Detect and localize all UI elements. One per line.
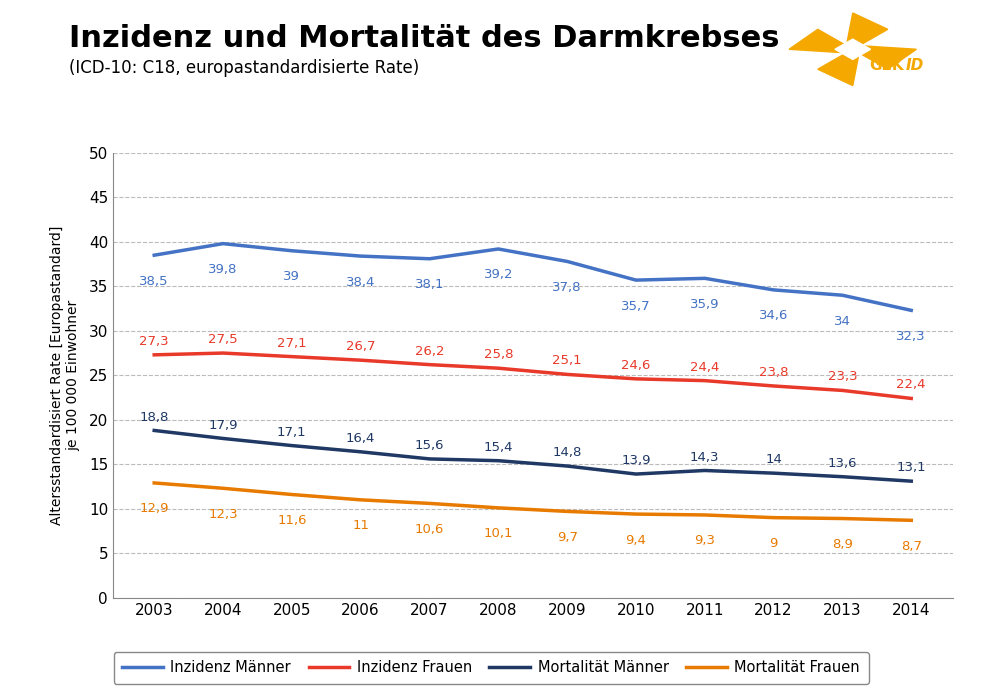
Text: 12,9: 12,9 (139, 502, 169, 516)
Polygon shape (818, 49, 859, 85)
Text: 9: 9 (770, 537, 778, 550)
Text: 10,6: 10,6 (414, 523, 444, 536)
Text: 27,1: 27,1 (277, 336, 306, 350)
Polygon shape (846, 13, 888, 49)
Text: 11: 11 (353, 519, 369, 532)
Text: 9,3: 9,3 (694, 534, 715, 548)
Text: 23,3: 23,3 (828, 370, 857, 384)
Text: 23,8: 23,8 (759, 366, 789, 379)
Text: Inzidenz und Mortalität des Darmkrebses: Inzidenz und Mortalität des Darmkrebses (69, 24, 780, 54)
Text: 17,9: 17,9 (208, 418, 238, 432)
Text: 34,6: 34,6 (759, 309, 789, 322)
Text: 22,4: 22,4 (897, 379, 926, 391)
Text: 18,8: 18,8 (139, 411, 169, 423)
Text: 12,3: 12,3 (208, 508, 238, 521)
Text: 27,5: 27,5 (208, 333, 238, 346)
Legend: Inzidenz Männer, Inzidenz Frauen, Mortalität Männer, Mortalität Frauen: Inzidenz Männer, Inzidenz Frauen, Mortal… (114, 652, 868, 685)
Text: 25,1: 25,1 (552, 354, 582, 368)
Text: 9,4: 9,4 (626, 534, 646, 546)
Text: 34: 34 (834, 315, 850, 327)
Text: 14,8: 14,8 (553, 446, 581, 459)
Polygon shape (852, 46, 916, 70)
Text: 9,7: 9,7 (557, 531, 577, 544)
Text: GEK: GEK (869, 58, 904, 73)
Text: 38,4: 38,4 (346, 275, 375, 288)
Text: 32,3: 32,3 (897, 330, 926, 343)
Text: 27,3: 27,3 (139, 335, 169, 348)
Text: 16,4: 16,4 (346, 432, 375, 445)
Polygon shape (790, 29, 852, 53)
Text: 37,8: 37,8 (553, 281, 582, 294)
Text: 14,3: 14,3 (690, 450, 720, 464)
Text: 10,1: 10,1 (483, 528, 513, 540)
Text: 38,1: 38,1 (414, 278, 444, 291)
Text: 8,9: 8,9 (832, 538, 852, 551)
Text: 25,8: 25,8 (483, 348, 513, 361)
Text: 8,7: 8,7 (900, 540, 922, 553)
Text: 35,7: 35,7 (622, 300, 651, 313)
Text: 15,6: 15,6 (414, 439, 444, 452)
Text: 39,2: 39,2 (483, 268, 513, 281)
Y-axis label: Altersstandardisiert Rate [Europastandard]
je 100 000 Einwohner: Altersstandardisiert Rate [Europastandar… (50, 226, 81, 525)
Text: 26,2: 26,2 (414, 345, 444, 358)
Text: 13,9: 13,9 (622, 454, 651, 467)
Text: ID: ID (905, 58, 924, 73)
Polygon shape (835, 39, 871, 60)
Text: 13,6: 13,6 (828, 457, 857, 470)
Text: 11,6: 11,6 (277, 514, 306, 527)
Text: 14: 14 (765, 453, 782, 466)
Text: 15,4: 15,4 (483, 441, 513, 454)
Text: 24,6: 24,6 (622, 359, 651, 372)
Text: 35,9: 35,9 (690, 297, 720, 311)
Text: 39: 39 (284, 270, 300, 283)
Text: 13,1: 13,1 (897, 461, 926, 474)
Text: 26,7: 26,7 (346, 341, 375, 353)
Text: 24,4: 24,4 (690, 361, 720, 374)
Text: (ICD-10: C18, europastandardisierte Rate): (ICD-10: C18, europastandardisierte Rate… (69, 59, 419, 77)
Text: 38,5: 38,5 (139, 275, 169, 288)
Text: 39,8: 39,8 (208, 263, 238, 276)
Text: 17,1: 17,1 (277, 425, 306, 439)
